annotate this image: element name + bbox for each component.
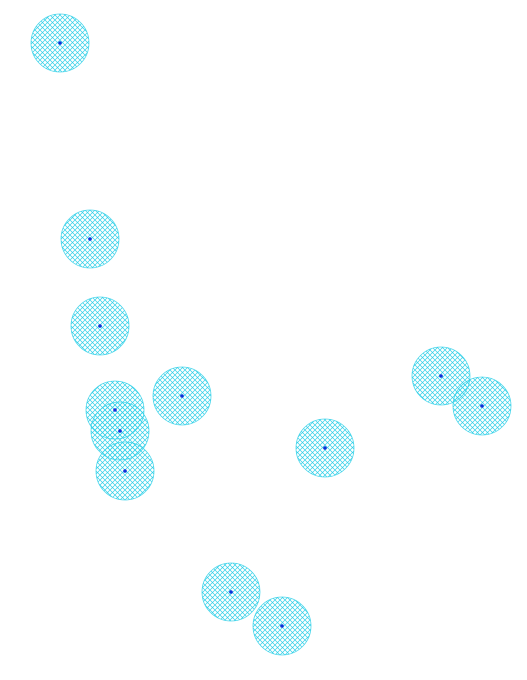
point-marker[interactable] [123,469,127,473]
point-marker[interactable] [58,41,62,45]
point-marker[interactable] [88,237,92,241]
point-marker[interactable] [118,429,122,433]
point-marker[interactable] [229,590,233,594]
point-marker[interactable] [280,624,284,628]
point-layer [58,41,484,628]
point-marker[interactable] [98,324,102,328]
point-marker[interactable] [480,404,484,408]
point-marker[interactable] [180,394,184,398]
point-marker[interactable] [323,446,327,450]
point-marker[interactable] [113,408,117,412]
point-marker[interactable] [439,374,443,378]
